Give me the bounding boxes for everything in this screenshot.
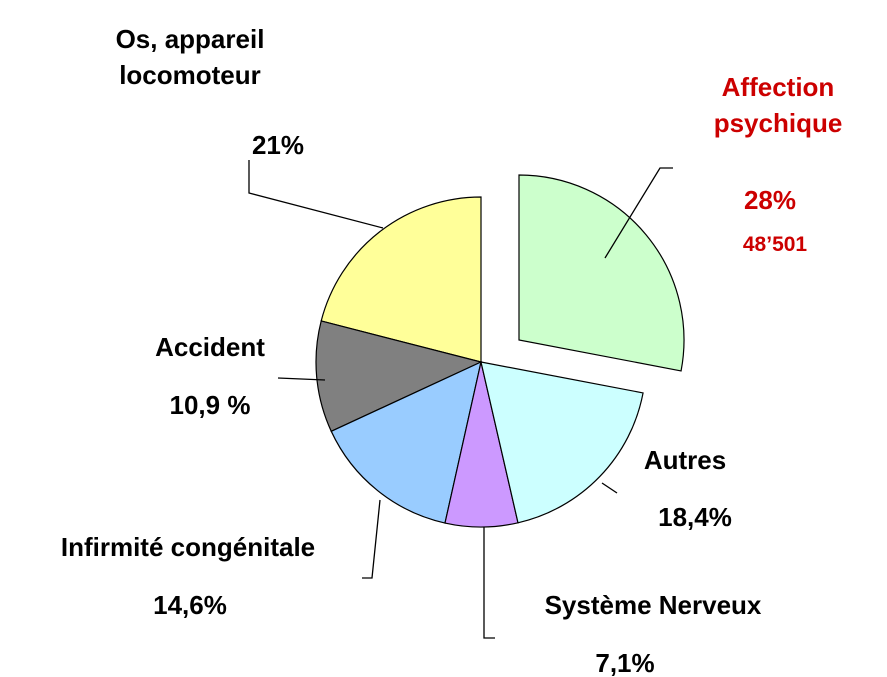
pie-slice	[518, 174, 685, 372]
value-label: 18,4%	[658, 502, 732, 532]
pie-slice	[315, 320, 483, 433]
category-label: Affection psychique	[713, 72, 843, 138]
leader-line	[604, 167, 673, 259]
category-label: Système Nerveux	[544, 590, 762, 620]
value-label: 7,1%	[595, 648, 655, 677]
value-label: 28%	[743, 185, 797, 215]
category-label: Accident	[155, 332, 265, 362]
pie-slice	[480, 361, 644, 524]
leader-line	[248, 160, 384, 229]
category-label: Infirmité congénitale	[60, 532, 316, 562]
leader-line	[277, 377, 326, 381]
category-label: Autres	[643, 445, 727, 475]
category-label: Os, appareil locomoteur	[115, 24, 265, 90]
leader-line	[362, 499, 381, 579]
value-label: 10,9 %	[169, 390, 251, 420]
value-label: 21%	[251, 130, 305, 160]
value-label: 14,6%	[153, 590, 227, 620]
pie-slice	[320, 196, 482, 363]
leader-line	[601, 482, 618, 494]
annotation: 48’501	[742, 233, 808, 256]
leader-line	[483, 527, 495, 639]
pie-slice	[330, 360, 482, 524]
